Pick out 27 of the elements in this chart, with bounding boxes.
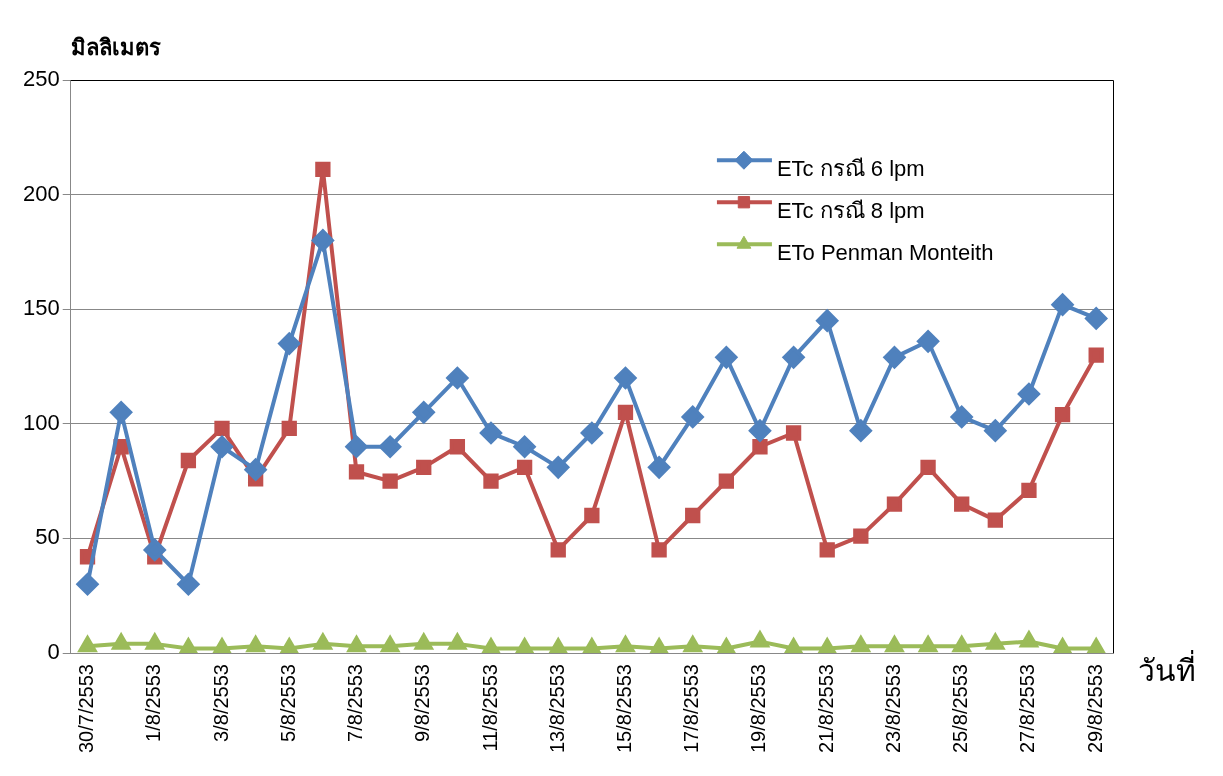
x-tick-label: 29/8/2553 — [1083, 664, 1106, 754]
x-tick-label: 21/8/2553 — [814, 664, 837, 754]
y-tick-label: 0 — [47, 639, 60, 665]
x-tick-label: 19/8/2553 — [747, 664, 770, 754]
x-tick-label: 7/8/2553 — [344, 664, 367, 742]
x-tick-label: 5/8/2553 — [276, 664, 299, 742]
x-tick-label: 9/8/2553 — [411, 664, 434, 742]
x-tick-label: 25/8/2553 — [949, 664, 972, 754]
y-tick-label: 250 — [22, 66, 60, 92]
x-tick-label: 23/8/2553 — [881, 664, 904, 754]
y-axis-title: มิลลิเมตร — [70, 35, 161, 61]
x-tick-label: 27/8/2553 — [1016, 664, 1039, 754]
x-tick-label: 15/8/2553 — [612, 664, 635, 754]
x-tick-label: 3/8/2553 — [209, 664, 232, 742]
y-tick-label: 50 — [35, 524, 60, 550]
legend-label: ETc กรณี 8 lpm — [776, 198, 925, 224]
x-tick-label: 17/8/2553 — [680, 664, 703, 754]
y-tick-label: 200 — [22, 180, 60, 206]
x-tick-label: 1/8/2553 — [142, 664, 165, 742]
y-tick-label: 150 — [22, 295, 60, 321]
x-axis-title: วันที่ — [1138, 650, 1196, 688]
x-tick-label: 30/7/2553 — [75, 664, 98, 754]
x-tick-label: 11/8/2553 — [478, 664, 501, 752]
legend-label: ETo Penman Monteith — [776, 240, 994, 266]
y-tick-label: 100 — [22, 409, 60, 435]
x-tick-label: 13/8/2553 — [545, 664, 568, 754]
legend-label: ETc กรณี 6 lpm — [776, 156, 925, 182]
